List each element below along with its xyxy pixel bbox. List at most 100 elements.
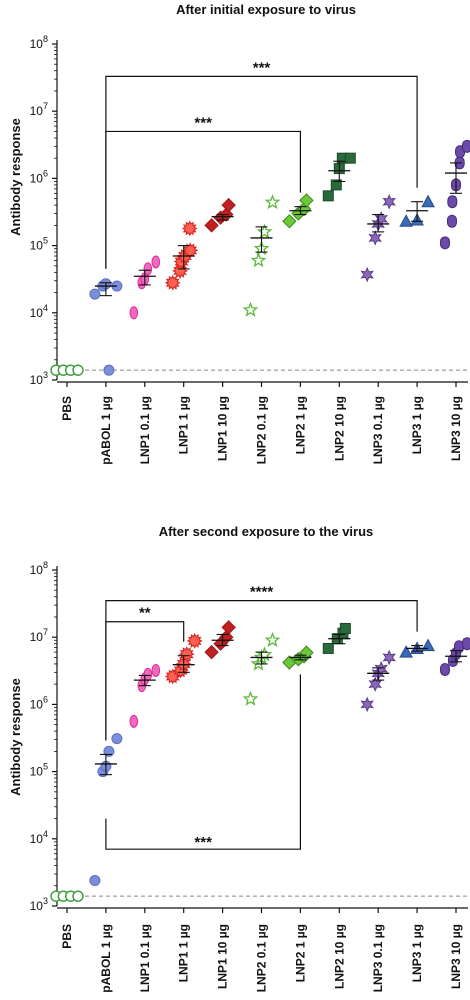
- y-tick-label: 108: [30, 34, 48, 51]
- data-point: [462, 637, 470, 651]
- group-10: [440, 139, 470, 250]
- data-point: [103, 364, 115, 376]
- significance-label: **: [139, 605, 151, 622]
- data-point: [129, 306, 139, 320]
- data-point: [181, 220, 198, 237]
- group-6: [282, 645, 314, 670]
- chart-title: After second exposure to the virus: [159, 524, 374, 539]
- data-point: [447, 195, 458, 209]
- significance-label: ***: [194, 114, 212, 131]
- data-point: [178, 646, 195, 663]
- x-tick-label: LNP2 0.1 µg: [255, 396, 269, 464]
- data-point: [221, 620, 236, 635]
- data-point: [129, 714, 139, 728]
- data-point: [421, 194, 435, 208]
- data-point: [89, 288, 101, 300]
- data-point: [221, 197, 236, 213]
- x-tick-label: LNP3 0.1 µg: [371, 924, 385, 992]
- x-tick-label: LNP1 10 µg: [216, 396, 230, 461]
- data-point: [399, 214, 413, 227]
- group-4: [204, 197, 236, 233]
- data-point: [374, 211, 388, 227]
- x-tick-label: pABOL 1 µg: [99, 396, 113, 465]
- significance-bracket: [105, 621, 185, 741]
- y-tick-label: 107: [30, 627, 48, 644]
- data-point: [399, 645, 413, 658]
- data-point: [151, 663, 161, 677]
- group-5: [242, 631, 281, 706]
- y-tick-label: 103: [30, 896, 48, 913]
- chart-title: After initial exposure to virus: [176, 2, 356, 17]
- data-point: [344, 152, 356, 164]
- data-point: [382, 649, 396, 666]
- data-point: [111, 733, 123, 745]
- y-tick-label: 107: [30, 101, 48, 118]
- data-point: [250, 252, 267, 268]
- data-point: [72, 364, 84, 376]
- y-tick-label: 108: [30, 560, 48, 577]
- group-8: [360, 193, 396, 283]
- significance-label: ****: [250, 584, 274, 601]
- data-point: [72, 890, 84, 902]
- y-axis-label: Antibody response: [8, 118, 23, 236]
- x-tick-label: LNP2 10 µg: [332, 924, 346, 989]
- x-tick-label: pABOL 1 µg: [99, 924, 113, 993]
- group-1: [89, 278, 123, 376]
- data-point: [242, 301, 259, 317]
- data-point: [440, 236, 450, 250]
- y-tick-label: 104: [30, 829, 48, 846]
- panel-initial-exposure: After initial exposure to virus Antibody…: [8, 2, 470, 465]
- data-point: [322, 190, 334, 202]
- significance-bracket: [105, 674, 301, 850]
- group-0: [50, 890, 84, 902]
- group-8: [360, 649, 396, 713]
- x-tick-label: PBS: [60, 924, 74, 949]
- x-tick-label: LNP3 0.1 µg: [371, 396, 385, 464]
- group-9: [399, 194, 435, 227]
- data-point: [172, 263, 188, 279]
- x-tick-label: PBS: [60, 396, 74, 421]
- y-tick-label: 105: [30, 762, 48, 779]
- group-1: [89, 733, 123, 886]
- x-tick-label: LNP1 0.1 µg: [138, 396, 152, 464]
- data-point: [360, 696, 374, 713]
- data-point: [242, 690, 259, 706]
- significance-label: ***: [253, 59, 271, 76]
- data-point: [282, 214, 297, 229]
- panel-second-exposure: After second exposure to the virus Antib…: [8, 524, 470, 993]
- data-point: [299, 193, 314, 208]
- data-point: [339, 622, 351, 634]
- group-6: [282, 193, 314, 229]
- data-point: [204, 644, 219, 660]
- data-point: [446, 214, 457, 228]
- data-point: [89, 874, 101, 886]
- data-point: [374, 660, 388, 677]
- x-tick-label: LNP2 1 µg: [293, 924, 307, 982]
- data-point: [204, 218, 219, 233]
- x-tick-label: LNP3 10 µg: [449, 396, 463, 461]
- y-tick-label: 105: [30, 236, 48, 253]
- group-2: [129, 663, 161, 728]
- x-tick-label: LNP3 1 µg: [410, 396, 424, 454]
- data-point: [462, 139, 470, 153]
- data-point: [368, 230, 382, 246]
- data-point: [186, 633, 203, 649]
- data-point: [299, 645, 314, 660]
- data-point: [264, 194, 281, 210]
- data-point: [382, 193, 396, 210]
- data-point: [164, 274, 181, 291]
- group-7: [322, 152, 356, 202]
- data-point: [440, 663, 450, 677]
- y-tick-label: 106: [30, 168, 48, 185]
- y-tick-label: 104: [30, 303, 48, 320]
- data-point: [182, 242, 199, 259]
- significance-bracket: [105, 130, 301, 269]
- significance-label: ***: [194, 834, 212, 851]
- x-tick-label: LNP2 10 µg: [332, 396, 346, 461]
- x-tick-label: LNP1 0.1 µg: [138, 924, 152, 992]
- data-point: [360, 266, 374, 283]
- x-tick-label: LNP1 1 µg: [177, 924, 191, 982]
- group-3: [164, 633, 203, 685]
- data-point: [264, 631, 281, 647]
